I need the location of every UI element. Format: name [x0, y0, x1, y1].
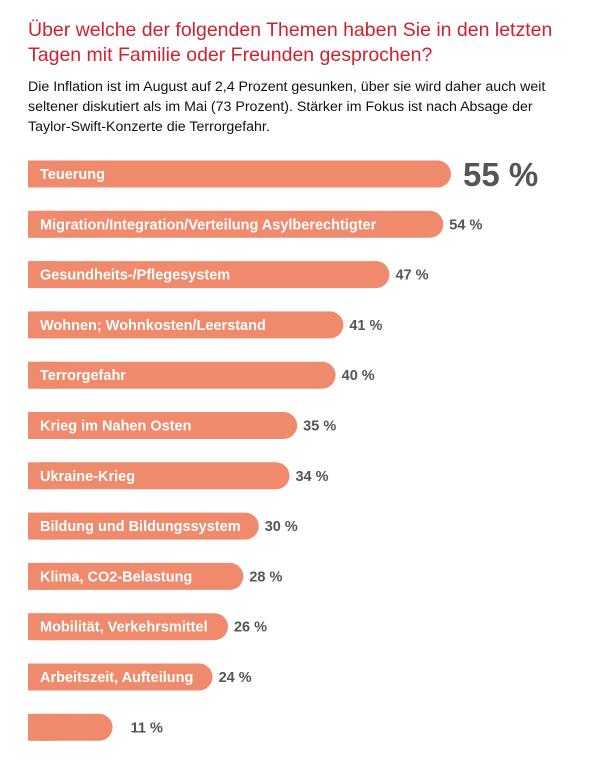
value-label: 55 %: [463, 156, 538, 193]
bar-row: Bildung und Bildungssystem 30 %: [28, 512, 298, 540]
value-label: 35 %: [303, 419, 336, 435]
bar-label: Wohnen; Wohnkosten/Leerstand: [40, 318, 266, 334]
bar: [28, 160, 451, 188]
value-label: 47 %: [395, 268, 428, 284]
chart-subtitle: Die Inflation ist im August auf 2,4 Proz…: [28, 79, 546, 135]
value-label: 24 %: [219, 670, 252, 686]
bar-left-edge: [28, 210, 55, 238]
bar: [28, 562, 244, 590]
bar-left-edge: [28, 562, 55, 590]
bar-row: Terrorgefahr 40 %: [28, 361, 375, 389]
bar: [28, 311, 344, 339]
bar: [28, 361, 336, 389]
bar-left-edge: [28, 613, 55, 641]
bar-left-edge: [28, 462, 55, 490]
value-label: 30 %: [265, 519, 298, 535]
bar-left-edge: [28, 512, 55, 540]
bar-label: Gesundheits-/Pflegesystem: [40, 268, 230, 284]
bar-left-edge: [28, 311, 55, 339]
bar-left-edge: [28, 160, 55, 188]
value-label: 26 %: [234, 620, 267, 636]
bar: [28, 512, 259, 540]
bar-label: Terrorgefahr: [40, 368, 126, 384]
bar: [28, 663, 213, 691]
bar-row: Mobilität, Verkehrsmittel 26 %: [28, 613, 267, 641]
bar-left-edge: [28, 663, 55, 691]
bar-row: Ukraine-Krieg 34 %: [28, 462, 329, 490]
bar-chart: Teuerung 55 % Migration/Integration/Vertei…: [28, 156, 538, 741]
bar-label: Klima, CO2-Belastung: [40, 569, 192, 585]
bar-row: Teuerung 55 %: [28, 156, 538, 193]
value-label: 28 %: [249, 569, 282, 585]
bar-row: Arbeitszeit, Aufteilung 24 %: [28, 663, 252, 691]
bar-left-edge: [28, 261, 55, 289]
value-label: 11 %: [131, 720, 163, 736]
bar: [28, 210, 444, 238]
value-label: 54 %: [449, 217, 482, 233]
value-label: 34 %: [295, 469, 328, 485]
bar-row: Migration/Integration/Verteilung Asylber…: [28, 210, 482, 238]
bar-left-edge: [28, 412, 55, 439]
bar: [28, 261, 390, 289]
bar-label: Mobilität, Verkehrsmittel: [40, 620, 208, 636]
bar: [28, 412, 298, 439]
bar-left-edge: [28, 361, 55, 389]
bar-label: Teuerung: [40, 167, 105, 183]
bar-label: Ukraine-Krieg: [40, 469, 135, 485]
bar-row: Klima, CO2-Belastung 28 %: [28, 562, 283, 590]
bar-row: Gesundheits-/Pflegesystem 47 %: [28, 261, 429, 289]
bar-label: Krieg im Nahen Osten: [40, 419, 191, 435]
bar: [28, 462, 290, 490]
bar-label: Rolle in EU: [121, 720, 198, 736]
bar-row: Krieg im Nahen Osten 35 %: [28, 412, 336, 439]
bar-label: Arbeitszeit, Aufteilung: [40, 670, 193, 686]
bar: [28, 613, 228, 641]
bar-label: Migration/Integration/Verteilung Asylber…: [40, 217, 377, 233]
value-label: 41 %: [349, 318, 382, 334]
bar-row: Wohnen; Wohnkosten/Leerstand 41 %: [28, 311, 382, 339]
bar-left-edge: [28, 713, 55, 741]
bar-label: Bildung und Bildungssystem: [40, 519, 241, 535]
chart-title: Über welche der folgenden Themen haben S…: [28, 19, 553, 66]
value-label: 40 %: [342, 368, 375, 384]
